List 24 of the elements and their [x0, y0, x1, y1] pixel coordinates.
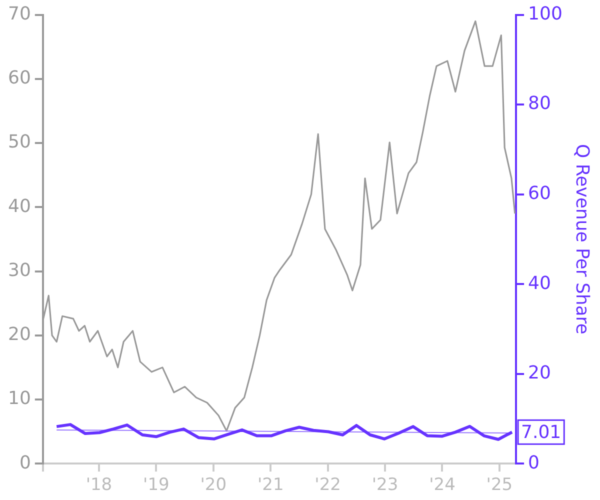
- x-tick-label: '21: [257, 475, 284, 496]
- y2-tick-label: 100: [528, 3, 562, 24]
- y2-tick-label: 20: [528, 362, 551, 384]
- x-tick-label: '24: [429, 475, 456, 496]
- y-tick-label: 20: [8, 324, 31, 346]
- y-tick-label: 30: [8, 260, 31, 281]
- y2-tick-label: 80: [528, 93, 551, 114]
- y-tick-label: 70: [8, 3, 31, 24]
- x-tick-label: '18: [86, 475, 112, 496]
- y-tick-label: 0: [19, 452, 31, 474]
- x-tick-label: '19: [143, 475, 170, 496]
- x-tick-label: '23: [372, 475, 398, 496]
- x-tick-label: '22: [314, 475, 341, 496]
- y-tick-label: 60: [8, 68, 31, 89]
- y-tick-label: 50: [8, 132, 31, 153]
- y-tick-label: 40: [8, 196, 31, 217]
- x-tick-label: '25: [486, 475, 513, 496]
- y2-tick-label: 0: [528, 452, 540, 474]
- data-label: 7.01: [521, 422, 562, 443]
- x-tick-label: '20: [200, 475, 227, 496]
- y2-tick-label: 40: [528, 272, 551, 294]
- y2-axis-title: Q Revenue Per Share: [572, 144, 593, 334]
- y2-tick-label: 60: [528, 182, 551, 204]
- y-tick-label: 10: [8, 388, 31, 410]
